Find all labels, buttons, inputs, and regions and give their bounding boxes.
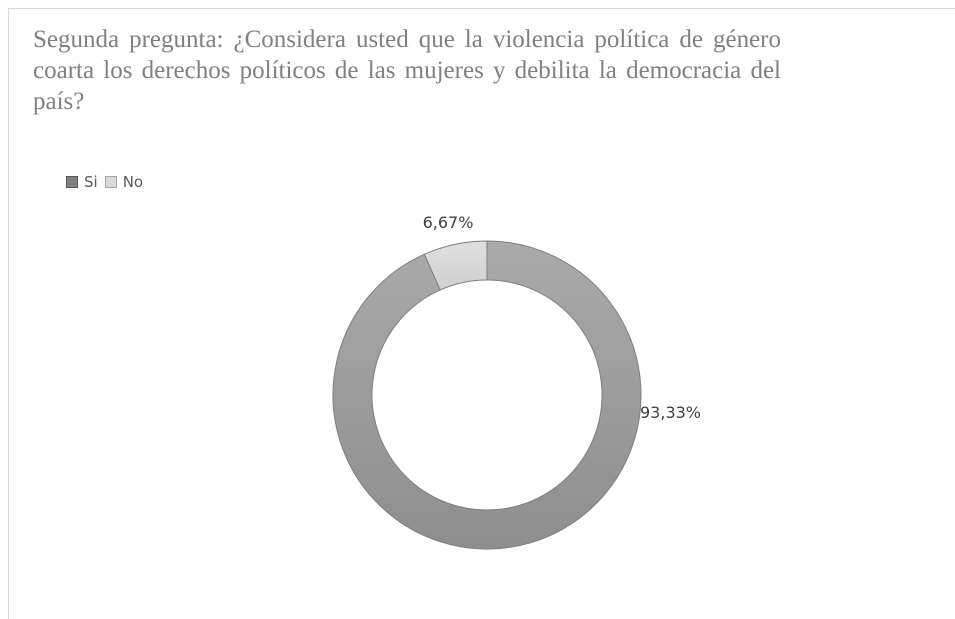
legend-swatch-si: [66, 176, 78, 188]
legend-item-si: Si: [66, 173, 98, 191]
data-label-si: 93,33%: [640, 403, 701, 422]
data-label-no: 6,67%: [423, 213, 474, 232]
chart-title: Segunda pregunta: ¿Considera usted que l…: [33, 26, 781, 115]
donut-slice-no: [423, 240, 488, 291]
legend-label-no: No: [122, 173, 144, 191]
legend: Si No: [66, 173, 150, 191]
legend-swatch-no: [104, 176, 117, 188]
chart-frame: [8, 8, 955, 619]
legend-label-si: Si: [84, 173, 98, 191]
donut-slice-si: [332, 240, 642, 550]
legend-item-no: No: [104, 173, 144, 191]
